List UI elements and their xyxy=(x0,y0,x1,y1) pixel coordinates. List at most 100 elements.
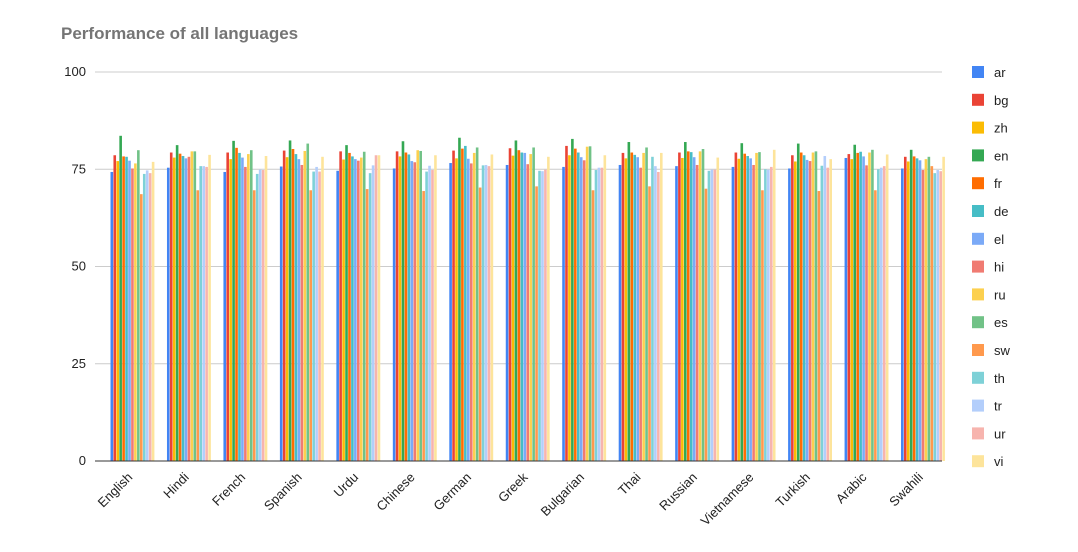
x-tick-label: Arabic xyxy=(833,469,870,506)
bar-sw-greek xyxy=(535,186,538,461)
x-tick-label: Urdu xyxy=(331,470,362,501)
legend-label-fr: fr xyxy=(994,176,1003,191)
bar-vi-urdu xyxy=(377,155,381,461)
legend-label-tr: tr xyxy=(994,399,1003,414)
bar-bg-swahili xyxy=(903,156,907,462)
bar-ru-greek xyxy=(529,154,532,461)
bar-ru-french xyxy=(247,154,250,461)
bar-ru-turkish xyxy=(811,152,815,461)
legend-swatch-fr xyxy=(972,177,984,190)
legend-swatch-tr xyxy=(972,399,984,412)
bar-ur-turkish xyxy=(826,167,830,461)
bar-es-urdu xyxy=(362,151,366,461)
bar-th-vietnamese xyxy=(764,169,767,461)
bar-ur-english xyxy=(148,173,152,461)
bar-en-greek xyxy=(514,140,518,461)
x-tick-label: German xyxy=(430,470,474,514)
bar-bg-spanish xyxy=(282,150,286,461)
legend-label-bg: bg xyxy=(994,93,1008,108)
bar-fr-english xyxy=(122,156,125,461)
bar-bg-hindi xyxy=(169,152,173,461)
x-tick-label: Greek xyxy=(495,469,531,505)
bar-tr-arabic xyxy=(879,167,883,461)
bar-ar-urdu xyxy=(336,170,339,461)
bar-hi-german xyxy=(469,163,473,462)
bar-th-thai xyxy=(651,156,654,462)
bar-de-german xyxy=(464,145,467,461)
bar-ur-urdu xyxy=(374,155,378,461)
bar-ur-swahili xyxy=(939,171,942,461)
x-tick-label: French xyxy=(209,470,248,509)
bar-ar-russian xyxy=(675,166,678,461)
legend-swatch-hi xyxy=(972,260,984,273)
legend-swatch-sw xyxy=(972,344,984,356)
bar-tr-bulgarian xyxy=(597,167,601,461)
bar-en-english xyxy=(119,135,122,462)
bar-ru-hindi xyxy=(190,151,194,462)
bar-es-spanish xyxy=(306,143,310,461)
bar-zh-thai xyxy=(624,158,628,462)
bar-ar-spanish xyxy=(279,166,283,461)
y-axis-ticks: 0 25 50 75 100 xyxy=(64,64,86,468)
legend-swatch-zh xyxy=(972,121,984,134)
bar-sw-thai xyxy=(648,186,651,461)
legend-swatch-ur xyxy=(972,427,984,440)
bar-el-french xyxy=(241,157,244,461)
bar-tr-greek xyxy=(541,171,544,461)
bar-sw-bulgarian xyxy=(591,190,595,461)
bar-hi-bulgarian xyxy=(582,160,586,462)
bar-ur-french xyxy=(261,170,265,461)
bar-en-french xyxy=(232,140,235,461)
bar-de-swahili xyxy=(915,158,919,462)
bar-el-chinese xyxy=(410,161,414,461)
bar-zh-turkish xyxy=(794,161,797,461)
bar-hi-hindi xyxy=(187,156,191,462)
bar-vi-hindi xyxy=(208,154,211,462)
bar-ru-chinese xyxy=(416,150,420,461)
bar-el-thai xyxy=(636,157,639,461)
bar-fr-bulgarian xyxy=(574,148,577,461)
bar-ru-english xyxy=(134,163,137,462)
bar-th-hindi xyxy=(199,166,203,461)
chart-title: Performance of all languages xyxy=(61,24,298,43)
bar-fr-greek xyxy=(517,150,521,461)
bar-th-bulgarian xyxy=(594,170,598,461)
bar-tr-vietnamese xyxy=(767,169,770,461)
bar-en-german xyxy=(458,137,461,462)
bar-ur-arabic xyxy=(882,166,886,461)
bar-ar-arabic xyxy=(844,157,848,461)
legend: ar bg zh en fr de el hi ru es sw th tr ur vi xyxy=(972,65,1011,469)
y-tick-label: 25 xyxy=(72,356,86,371)
bar-sw-hindi xyxy=(196,190,200,461)
bars xyxy=(110,135,945,462)
bar-zh-vietnamese xyxy=(737,158,741,461)
legend-label-es: es xyxy=(994,315,1008,330)
bar-fr-russian xyxy=(686,151,690,462)
bar-fr-turkish xyxy=(799,152,803,461)
bar-ar-thai xyxy=(618,164,622,461)
bar-fr-vietnamese xyxy=(743,153,747,461)
bar-vi-french xyxy=(264,156,268,461)
bar-zh-arabic xyxy=(850,159,854,461)
legend-swatch-vi xyxy=(972,455,984,468)
bar-ar-german xyxy=(449,163,452,461)
bar-ru-thai xyxy=(642,152,645,461)
bar-fr-german xyxy=(461,148,464,461)
bar-bg-german xyxy=(452,150,455,461)
bar-sw-urdu xyxy=(365,189,369,461)
bar-ar-chinese xyxy=(392,168,396,461)
bar-hi-chinese xyxy=(413,162,417,461)
bar-ar-vietnamese xyxy=(731,166,735,462)
bar-ru-urdu xyxy=(359,157,363,461)
bar-en-bulgarian xyxy=(571,138,574,461)
bar-zh-russian xyxy=(681,157,684,461)
bar-tr-german xyxy=(484,164,488,461)
x-tick-label: Vietnamese xyxy=(697,470,756,529)
bar-ur-spanish xyxy=(318,171,321,461)
bar-zh-english xyxy=(116,161,119,461)
bar-tr-english xyxy=(145,170,149,462)
bar-ar-french xyxy=(223,171,227,461)
bar-hi-arabic xyxy=(865,165,868,462)
bar-fr-thai xyxy=(630,152,634,461)
